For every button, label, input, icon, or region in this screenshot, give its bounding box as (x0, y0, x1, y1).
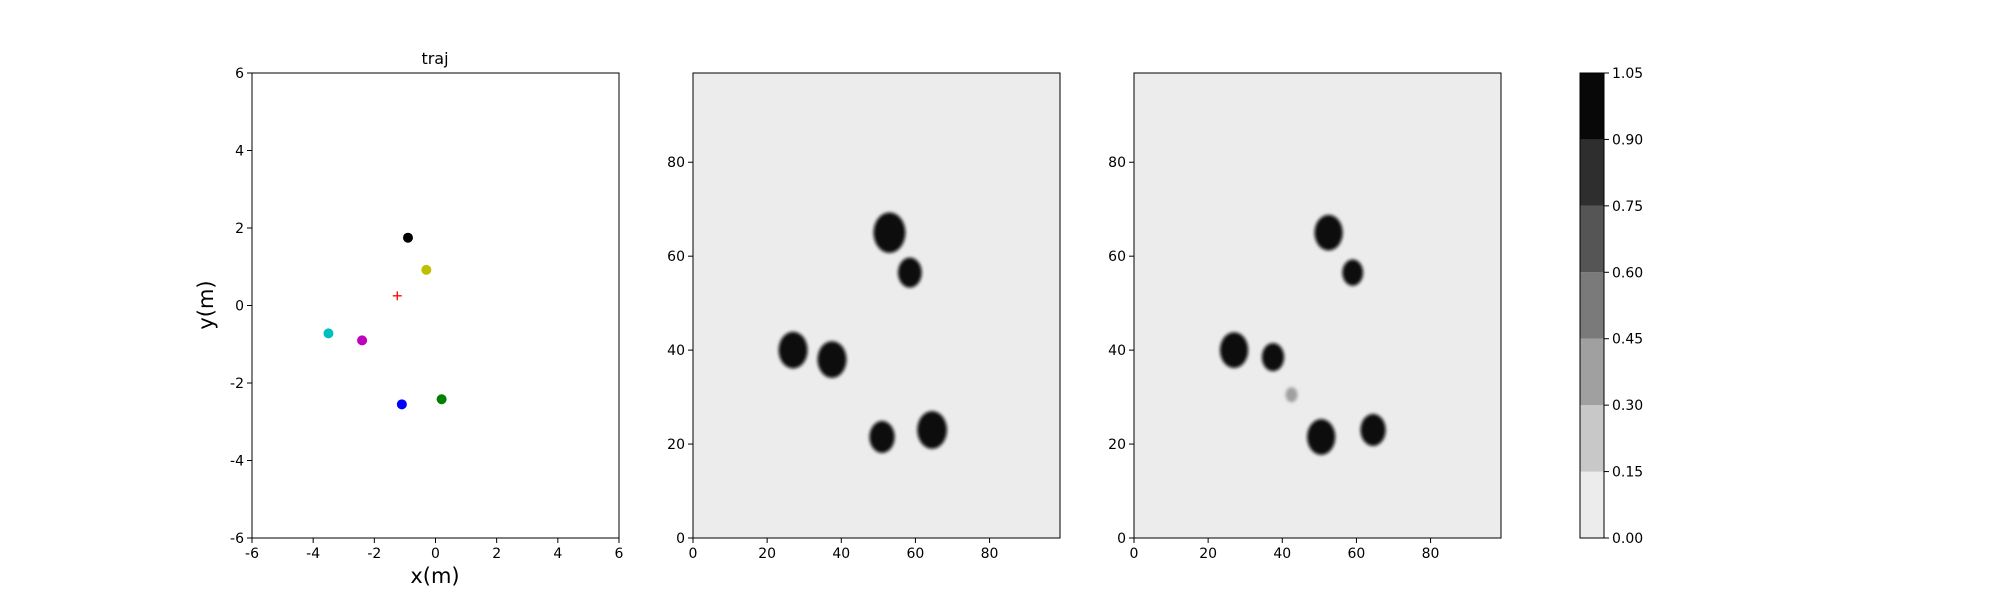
traj-points (323, 232, 447, 410)
heatmap-2-ytick-label: 40 (1108, 343, 1126, 359)
traj-xtick-label: 0 (431, 546, 440, 562)
traj-ytick-label: -4 (230, 454, 244, 470)
colorbar-tick-label: 0.00 (1612, 531, 1643, 547)
obstacle-blob (917, 411, 947, 449)
obstacle-blob (873, 212, 906, 253)
obstacle-blob (778, 331, 808, 369)
colorbar-tick-label: 1.05 (1612, 66, 1643, 82)
heatmap-2-blobs (1220, 214, 1386, 455)
heatmap-2-ytick-label: 0 (1117, 531, 1126, 547)
traj-x-axis-label: x(m) (410, 564, 459, 588)
traj-panel: traj -6 -4 -2 0 2 4 6 -6 -4 -2 0 2 4 6 x(m) y(m) (194, 49, 624, 588)
heatmap-1-ytick-label: 60 (667, 249, 685, 265)
traj-point (323, 328, 334, 339)
traj-xtick-label: 4 (553, 546, 562, 562)
heatmap-1-blobs (778, 212, 947, 453)
traj-xtick-label: 6 (615, 546, 624, 562)
colorbar-tick-label: 0.90 (1612, 132, 1643, 148)
traj-ytick-label: 0 (235, 299, 244, 315)
heatmap-panel-1: 0 20 40 60 80 0 20 40 60 80 (667, 72, 1061, 562)
heatmap-1-ytick-label: 80 (667, 155, 685, 171)
colorbar-tick-label: 0.60 (1612, 265, 1643, 281)
colorbar: 0.00 0.15 0.30 0.45 0.60 0.75 0.90 1.05 (1579, 66, 1643, 547)
obstacle-blob (1342, 259, 1364, 286)
heatmap-1-xtick-label: 60 (907, 546, 925, 562)
heatmap-1-xtick-label: 40 (832, 546, 850, 562)
heatmap-1-x-ticks: 0 20 40 60 80 (689, 538, 999, 562)
heatmap-1-background (693, 73, 1060, 538)
heatmap-2-x-ticks: 0 20 40 60 80 (1130, 538, 1440, 562)
heatmap-panel-2: 0 20 40 60 80 0 20 40 60 80 (1108, 72, 1502, 562)
colorbar-tick-label: 0.30 (1612, 398, 1643, 414)
heatmap-2-xtick-label: 0 (1130, 546, 1139, 562)
colorbar-segment (1580, 338, 1604, 406)
traj-x-ticks: -6 -4 -2 0 2 4 6 (245, 538, 624, 562)
colorbar-segments (1580, 73, 1604, 538)
heatmap-1-xtick-label: 80 (981, 546, 999, 562)
heatmap-1-frame (692, 72, 1061, 539)
colorbar-segment (1580, 139, 1604, 206)
traj-xtick-label: -2 (367, 546, 381, 562)
obstacle-blob (898, 257, 922, 288)
colorbar-segment (1580, 405, 1604, 472)
heatmap-1-xtick-label: 20 (758, 546, 776, 562)
traj-ytick-label: 4 (235, 144, 244, 160)
traj-ytick-label: -2 (230, 376, 244, 392)
colorbar-ticks: 0.00 0.15 0.30 0.45 0.60 0.75 0.90 1.05 (1604, 66, 1643, 547)
traj-xtick-label: -4 (306, 546, 320, 562)
traj-point (357, 335, 368, 346)
obstacle-blob (1307, 419, 1336, 455)
obstacle-blob (1220, 332, 1249, 368)
heatmap-2-ytick-label: 80 (1108, 155, 1126, 171)
heatmap-2-ytick-label: 60 (1108, 249, 1126, 265)
colorbar-segment (1580, 272, 1604, 339)
traj-ytick-label: 2 (235, 221, 244, 237)
obstacle-blob (1285, 387, 1298, 403)
heatmap-1-y-ticks: 0 20 40 60 80 (667, 155, 693, 547)
colorbar-tick-label: 0.45 (1612, 332, 1643, 348)
heatmap-1-ytick-label: 0 (676, 531, 685, 547)
heatmap-2-xtick-label: 80 (1422, 546, 1440, 562)
colorbar-tick-label: 0.75 (1612, 199, 1643, 215)
heatmap-1-ytick-label: 40 (667, 343, 685, 359)
traj-title: traj (421, 49, 448, 68)
colorbar-segment (1580, 205, 1604, 273)
heatmap-2-y-ticks: 0 20 40 60 80 (1108, 155, 1134, 547)
heatmap-2-frame (1133, 72, 1502, 539)
traj-xtick-label: -6 (245, 546, 259, 562)
heatmap-1-xtick-label: 0 (689, 546, 698, 562)
traj-point (436, 394, 447, 405)
traj-axes-frame (251, 72, 620, 539)
heatmap-2-ytick-label: 20 (1108, 437, 1126, 453)
traj-point (396, 399, 407, 410)
obstacle-blob (1360, 414, 1386, 446)
colorbar-segment (1580, 73, 1604, 140)
colorbar-frame (1579, 72, 1605, 539)
obstacle-blob (817, 341, 847, 378)
goal-plus-marker (392, 291, 402, 301)
obstacle-blob (1314, 214, 1343, 251)
heatmap-2-xtick-label: 20 (1199, 546, 1217, 562)
heatmap-2-xtick-label: 60 (1348, 546, 1366, 562)
heatmap-2-xtick-label: 40 (1273, 546, 1291, 562)
traj-y-axis-label: y(m) (194, 280, 218, 329)
colorbar-segment (1580, 471, 1604, 538)
obstacle-blob (1261, 343, 1285, 372)
colorbar-tick-label: 0.15 (1612, 465, 1643, 481)
traj-point (402, 232, 413, 243)
heatmap-2-background (1134, 73, 1501, 538)
heatmap-1-ytick-label: 20 (667, 437, 685, 453)
traj-y-ticks: -6 -4 -2 0 2 4 6 (230, 66, 252, 547)
traj-xtick-label: 2 (492, 546, 501, 562)
obstacle-blob (869, 421, 895, 453)
traj-ytick-label: -6 (230, 531, 244, 547)
traj-point (421, 264, 432, 275)
traj-ytick-label: 6 (235, 66, 244, 82)
